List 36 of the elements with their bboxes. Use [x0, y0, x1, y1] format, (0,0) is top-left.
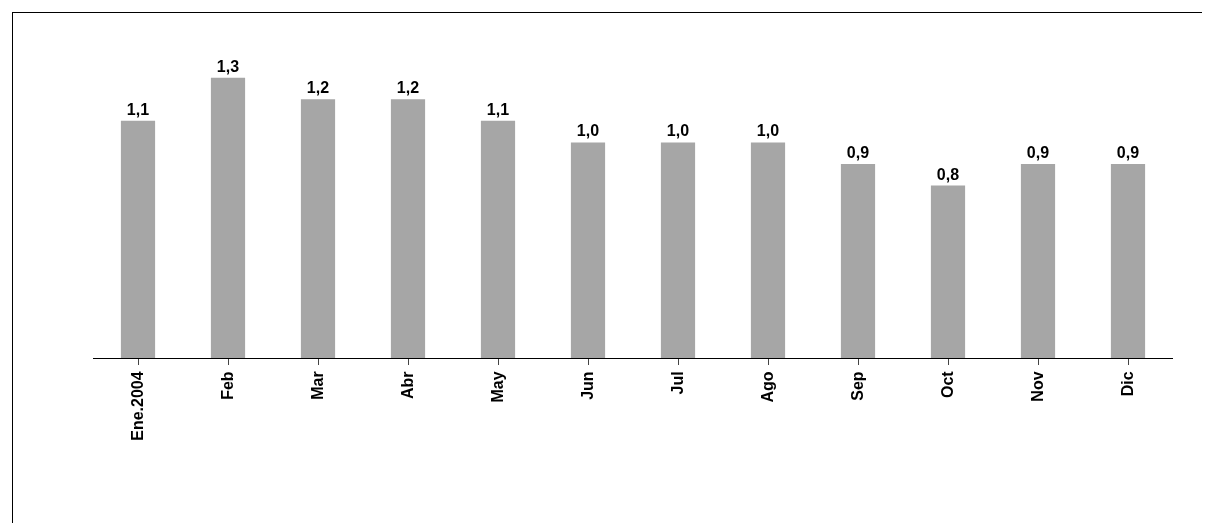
- bar: [750, 142, 786, 358]
- x-tick-label: Oct: [939, 370, 957, 399]
- data-label: 0,9: [1026, 143, 1050, 161]
- data-label: 1,3: [216, 57, 240, 75]
- data-label: 1,0: [756, 122, 780, 140]
- x-tick-label: Jul: [669, 371, 687, 395]
- bar: [120, 120, 156, 358]
- x-tick-label: Abr: [399, 371, 417, 399]
- data-label: 0,9: [846, 143, 870, 161]
- bar: [210, 77, 246, 358]
- data-label: 1,0: [666, 122, 690, 140]
- x-tick-label: Jun: [579, 371, 597, 400]
- data-label: 1,0: [576, 122, 600, 140]
- data-label: 0,8: [936, 165, 960, 183]
- bar: [1110, 163, 1146, 358]
- data-label: 1,1: [126, 100, 150, 118]
- bar: [930, 185, 966, 358]
- bar: [660, 142, 696, 358]
- x-tick-label: Dic: [1119, 371, 1137, 397]
- bar: [300, 99, 336, 358]
- x-tick-label: Mar: [309, 371, 327, 400]
- bar: [840, 163, 876, 358]
- bar: [570, 142, 606, 358]
- data-label: 1,2: [306, 79, 330, 97]
- data-label: 0,9: [1116, 143, 1140, 161]
- bar: [480, 120, 516, 358]
- x-tick-label: Feb: [219, 371, 237, 400]
- x-tick-label: Ago: [759, 371, 777, 403]
- data-label: 1,2: [396, 79, 420, 97]
- bar: [1020, 163, 1056, 358]
- x-tick-label: Nov: [1029, 371, 1047, 402]
- bar: [390, 99, 426, 358]
- data-label: 1,1: [486, 100, 510, 118]
- x-tick-label: May: [489, 371, 507, 403]
- x-tick-label: Ene.2004: [129, 371, 147, 441]
- x-tick-label: Sep: [849, 371, 867, 401]
